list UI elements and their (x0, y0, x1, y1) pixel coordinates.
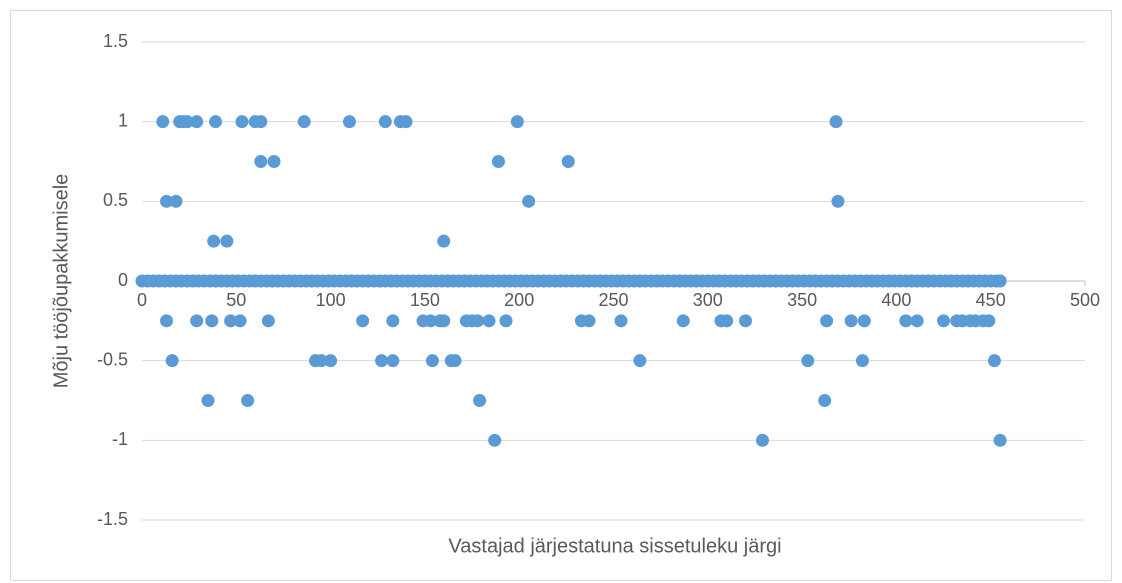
point (987, 354, 1001, 368)
x-tick-label: 150 (410, 290, 440, 310)
point (224, 314, 238, 328)
point (342, 115, 356, 129)
point (482, 314, 496, 328)
x-tick-label: 100 (316, 290, 346, 310)
point (937, 314, 951, 328)
point (488, 433, 502, 447)
point (233, 314, 247, 328)
y-tick-label: 1.5 (103, 31, 128, 51)
point (720, 314, 734, 328)
chart-border (10, 10, 1112, 581)
point (857, 314, 871, 328)
x-tick-label: 200 (504, 290, 534, 310)
y-tick-label: -0.5 (97, 349, 128, 369)
point (314, 354, 328, 368)
point (614, 314, 628, 328)
x-tick-label: 400 (881, 290, 911, 310)
point (297, 115, 311, 129)
point (261, 314, 275, 328)
y-axis-title: Mõju tööjõupakkumisele (50, 174, 72, 389)
point (324, 354, 338, 368)
point (993, 433, 1007, 447)
point (993, 274, 1007, 288)
point (220, 234, 234, 248)
x-tick-label: 450 (976, 290, 1006, 310)
point (755, 433, 769, 447)
point (982, 314, 996, 328)
x-tick-label: 350 (787, 290, 817, 310)
point (801, 354, 815, 368)
y-tick-label: 0 (118, 270, 128, 290)
point (205, 314, 219, 328)
point (425, 354, 439, 368)
x-tick-label: 500 (1070, 290, 1100, 310)
x-tick-label: 250 (598, 290, 628, 310)
point (739, 314, 753, 328)
x-tick-label: 0 (137, 290, 147, 310)
point (201, 394, 215, 407)
point (510, 115, 524, 129)
point (831, 194, 845, 208)
point (375, 354, 389, 368)
y-tick-label: -1 (112, 429, 128, 449)
point (829, 115, 843, 129)
x-tick-label: 50 (226, 290, 246, 310)
point (386, 354, 400, 368)
point (522, 194, 536, 208)
point (190, 314, 204, 328)
point (356, 314, 370, 328)
point (399, 115, 413, 129)
point (491, 155, 505, 168)
point (437, 234, 451, 248)
point (235, 115, 249, 129)
point (378, 115, 392, 129)
point (561, 155, 575, 168)
point (499, 314, 513, 328)
point (209, 115, 223, 129)
point (169, 194, 183, 208)
point (855, 354, 869, 368)
point (818, 394, 832, 407)
point (471, 314, 485, 328)
point (448, 354, 462, 368)
point (241, 394, 255, 407)
point (254, 115, 268, 129)
x-tick-label: 300 (693, 290, 723, 310)
point (633, 354, 647, 368)
point (820, 314, 834, 328)
point (582, 314, 596, 328)
point (424, 314, 438, 328)
point (190, 115, 204, 129)
point (156, 115, 170, 129)
point (437, 314, 451, 328)
x-axis-title: Vastajad järjestatuna sissetuleku järgi (448, 535, 781, 557)
point (180, 115, 194, 129)
point (160, 194, 174, 208)
point (899, 314, 913, 328)
point (254, 155, 268, 168)
y-tick-label: 0.5 (103, 190, 128, 210)
y-tick-label: 1 (118, 110, 128, 130)
point (207, 234, 221, 248)
point (267, 155, 281, 168)
point (676, 314, 690, 328)
point (160, 314, 174, 328)
point (844, 314, 858, 328)
y-tick-label: -1.5 (97, 509, 128, 529)
point (165, 354, 179, 368)
point (910, 314, 924, 328)
point (473, 394, 487, 407)
point (386, 314, 400, 328)
